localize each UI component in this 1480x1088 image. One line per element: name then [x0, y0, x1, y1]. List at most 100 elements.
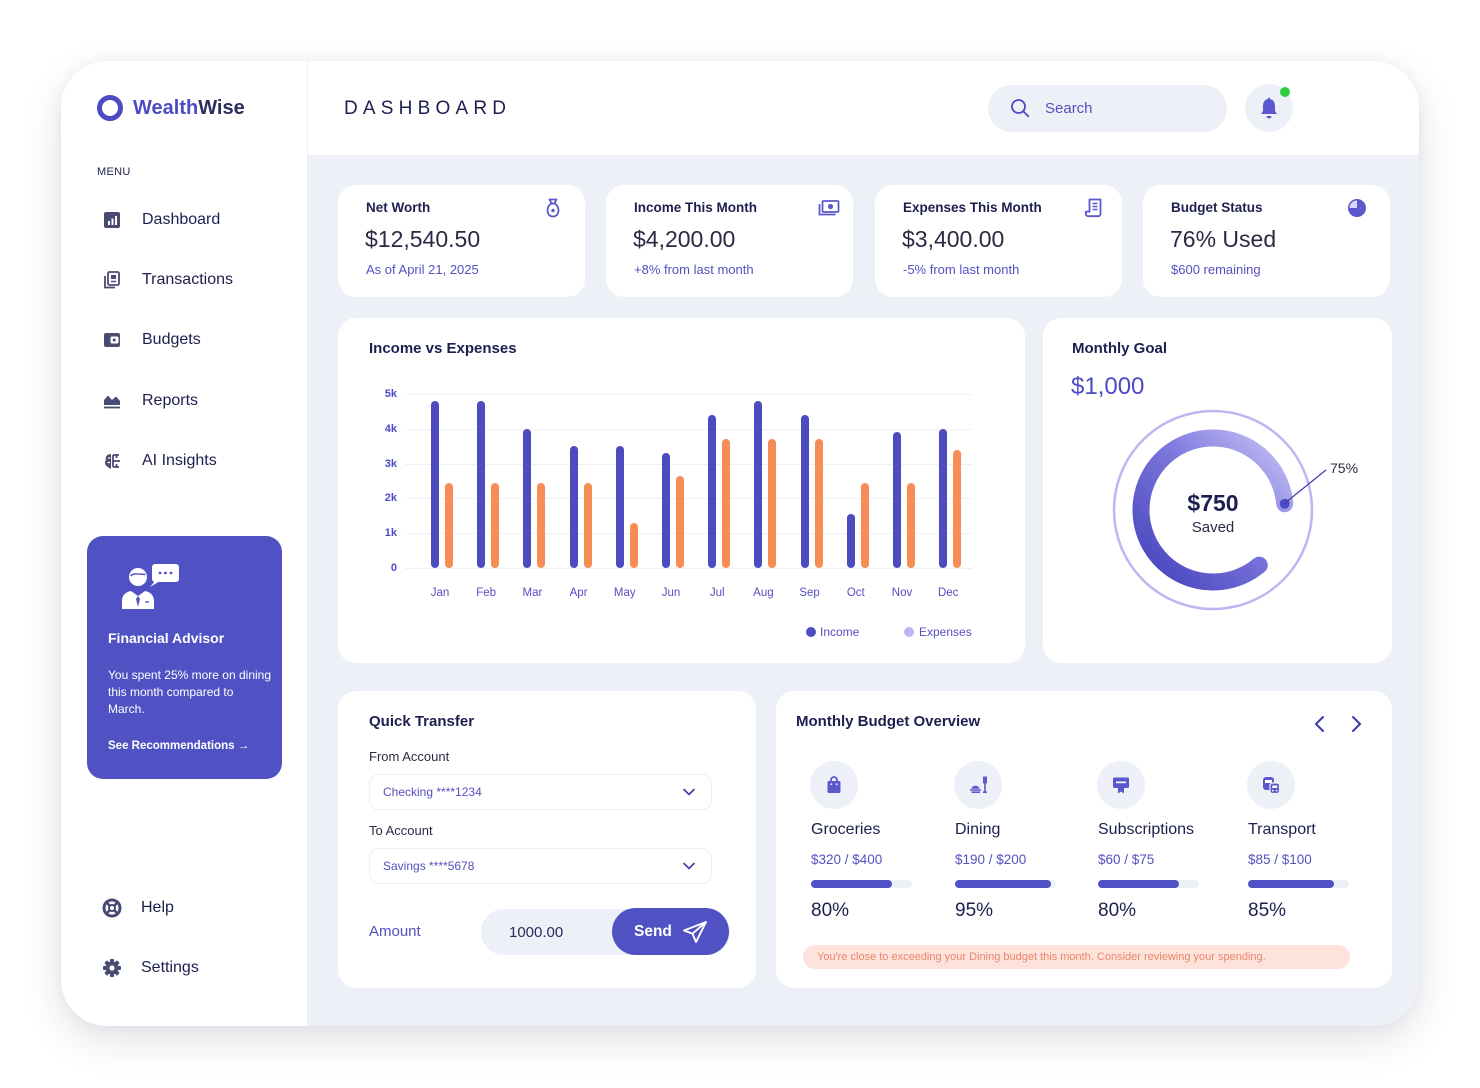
see-recommendations-link[interactable]: See Recommendations →: [108, 740, 250, 752]
bar-income-feb[interactable]: [477, 400, 486, 568]
bar-expenses-dec[interactable]: [953, 449, 962, 568]
sidebar-item-label: Transactions: [142, 271, 233, 288]
advisor-message: You spent 25% more on dining this month …: [108, 668, 272, 716]
x-axis-tick-label: Jan: [430, 587, 450, 599]
transport-icon: [1263, 777, 1281, 795]
category-percent: 80%: [1098, 900, 1137, 921]
category-icon-circle: [954, 761, 1002, 809]
x-axis-tick-label: Apr: [569, 587, 588, 599]
stat-value: $4,200.00: [633, 226, 736, 252]
search-input[interactable]: [1043, 97, 1203, 119]
chevron-right-icon: [1352, 716, 1362, 732]
from-account-label: From Account: [369, 749, 450, 764]
sidebar-item-transactions[interactable]: Transactions: [97, 262, 287, 298]
bar-income-oct[interactable]: [846, 514, 855, 568]
sidebar-item-help[interactable]: Help: [97, 890, 287, 926]
category-percent: 95%: [955, 900, 994, 921]
category-progress-track: [811, 880, 912, 888]
next-arrow-button[interactable]: [1345, 713, 1367, 735]
goal-title: Monthly Goal: [1072, 340, 1167, 357]
bar-income-dec[interactable]: [939, 428, 948, 568]
category-name: Groceries: [811, 821, 881, 838]
chart-gridline: [405, 533, 972, 535]
bar-expenses-apr[interactable]: [583, 482, 592, 568]
dining-icon: [970, 776, 987, 793]
bar-expenses-jul[interactable]: [722, 439, 731, 568]
bar-expenses-may[interactable]: [629, 522, 638, 568]
bar-income-jan[interactable]: [431, 400, 439, 568]
stat-subtext: $600 remaining: [1171, 262, 1261, 277]
bar-expenses-mar[interactable]: [537, 482, 546, 568]
money-bag-icon: [543, 198, 563, 218]
send-button-label: Send: [634, 923, 672, 940]
sidebar-item-ai-insights[interactable]: AI Insights: [97, 443, 287, 479]
sidebar-item-dashboard[interactable]: Dashboard: [97, 202, 287, 238]
bar-income-aug[interactable]: [754, 400, 763, 568]
budget-category-dining[interactable]: Dining $190 / $200 95%: [954, 761, 1085, 921]
send-button[interactable]: Send: [612, 908, 729, 955]
bar-expenses-jan[interactable]: [445, 482, 453, 568]
saved-amount: $750: [1187, 490, 1239, 516]
goal-progress-ring: [1112, 409, 1327, 611]
bar-expenses-oct[interactable]: [860, 482, 869, 568]
financial-advisor-card: Financial Advisor You spent 25% more on …: [87, 536, 282, 779]
budget-warning-text: You're close to exceeding your Dining bu…: [817, 951, 1266, 963]
to-account-select[interactable]: Savings ****5678: [369, 848, 712, 884]
main-content: Net Worth $12,540.50 As of April 21, 202…: [307, 155, 1419, 1026]
brand-name[interactable]: WealthWise: [133, 96, 245, 120]
category-progress-fill: [955, 880, 1051, 888]
bar-expenses-feb[interactable]: [491, 482, 500, 568]
amount-input[interactable]: [507, 921, 607, 943]
sidebar-item-reports[interactable]: Reports: [97, 383, 287, 419]
bar-income-jul[interactable]: [708, 414, 717, 568]
search-bar[interactable]: [988, 85, 1227, 132]
menu-section-label: MENU: [97, 166, 131, 178]
pie-chart-icon: [1347, 198, 1367, 218]
bar-income-jun[interactable]: [662, 453, 670, 568]
bar-expenses-sep[interactable]: [814, 439, 823, 568]
brand-name-part1: Wealth: [133, 97, 199, 119]
stat-card-income: Income This Month $4,200.00 +8% from las…: [606, 185, 853, 297]
bar-income-sep[interactable]: [800, 414, 809, 568]
y-axis-tick-label: 3k: [384, 457, 397, 470]
category-progress-fill: [811, 880, 892, 888]
budget-category-subscriptions[interactable]: Subscriptions $60 / $75 80%: [1097, 761, 1228, 921]
bar-expenses-jun[interactable]: [676, 475, 684, 568]
bar-income-apr[interactable]: [569, 446, 578, 568]
budget-category-transport[interactable]: Transport $85 / $100 85%: [1247, 761, 1378, 921]
from-account-value: Checking ****1234: [383, 785, 482, 799]
sidebar-item-label: Reports: [142, 392, 199, 409]
stat-subtext: As of April 21, 2025: [366, 262, 479, 277]
to-account-label: To Account: [369, 823, 433, 838]
x-axis-tick-label: Jul: [709, 587, 725, 599]
bar-expenses-aug[interactable]: [768, 439, 777, 568]
brand-name-part2: Wise: [198, 97, 245, 119]
dashboard-icon: [103, 211, 121, 229]
chart-gridline: [405, 568, 972, 569]
legend-income-dot: [806, 627, 816, 637]
budget-overview-title: Monthly Budget Overview: [796, 713, 981, 730]
from-account-select[interactable]: Checking ****1234: [369, 774, 712, 810]
chart-title: Income vs Expenses: [369, 340, 517, 357]
bar-income-may[interactable]: [615, 446, 624, 568]
chevron-down-icon: [683, 862, 695, 870]
search-icon: [1011, 99, 1030, 118]
sidebar-item-label: Help: [141, 899, 174, 916]
stat-value: $12,540.50: [365, 226, 481, 252]
previous-arrow-button[interactable]: [1309, 713, 1331, 735]
chart-gridline: [405, 463, 972, 465]
bar-income-nov[interactable]: [893, 432, 901, 568]
x-axis-tick-label: Mar: [522, 587, 543, 599]
goal-amount: $1,000: [1071, 373, 1145, 400]
budget-category-groceries[interactable]: Groceries $320 / $400 80%: [810, 761, 941, 921]
category-progress-fill: [1098, 880, 1179, 888]
sidebar-item-settings[interactable]: Settings: [97, 950, 287, 986]
bell-icon: [1261, 97, 1277, 119]
banknote-icon: [818, 198, 840, 218]
bar-expenses-nov[interactable]: [907, 482, 915, 568]
x-axis-tick-label: Dec: [937, 587, 959, 599]
legend-expenses-dot: [904, 627, 914, 637]
bar-income-mar[interactable]: [523, 428, 532, 568]
y-axis-tick-label: 0: [390, 562, 397, 574]
sidebar-item-budgets[interactable]: Budgets: [97, 322, 287, 358]
